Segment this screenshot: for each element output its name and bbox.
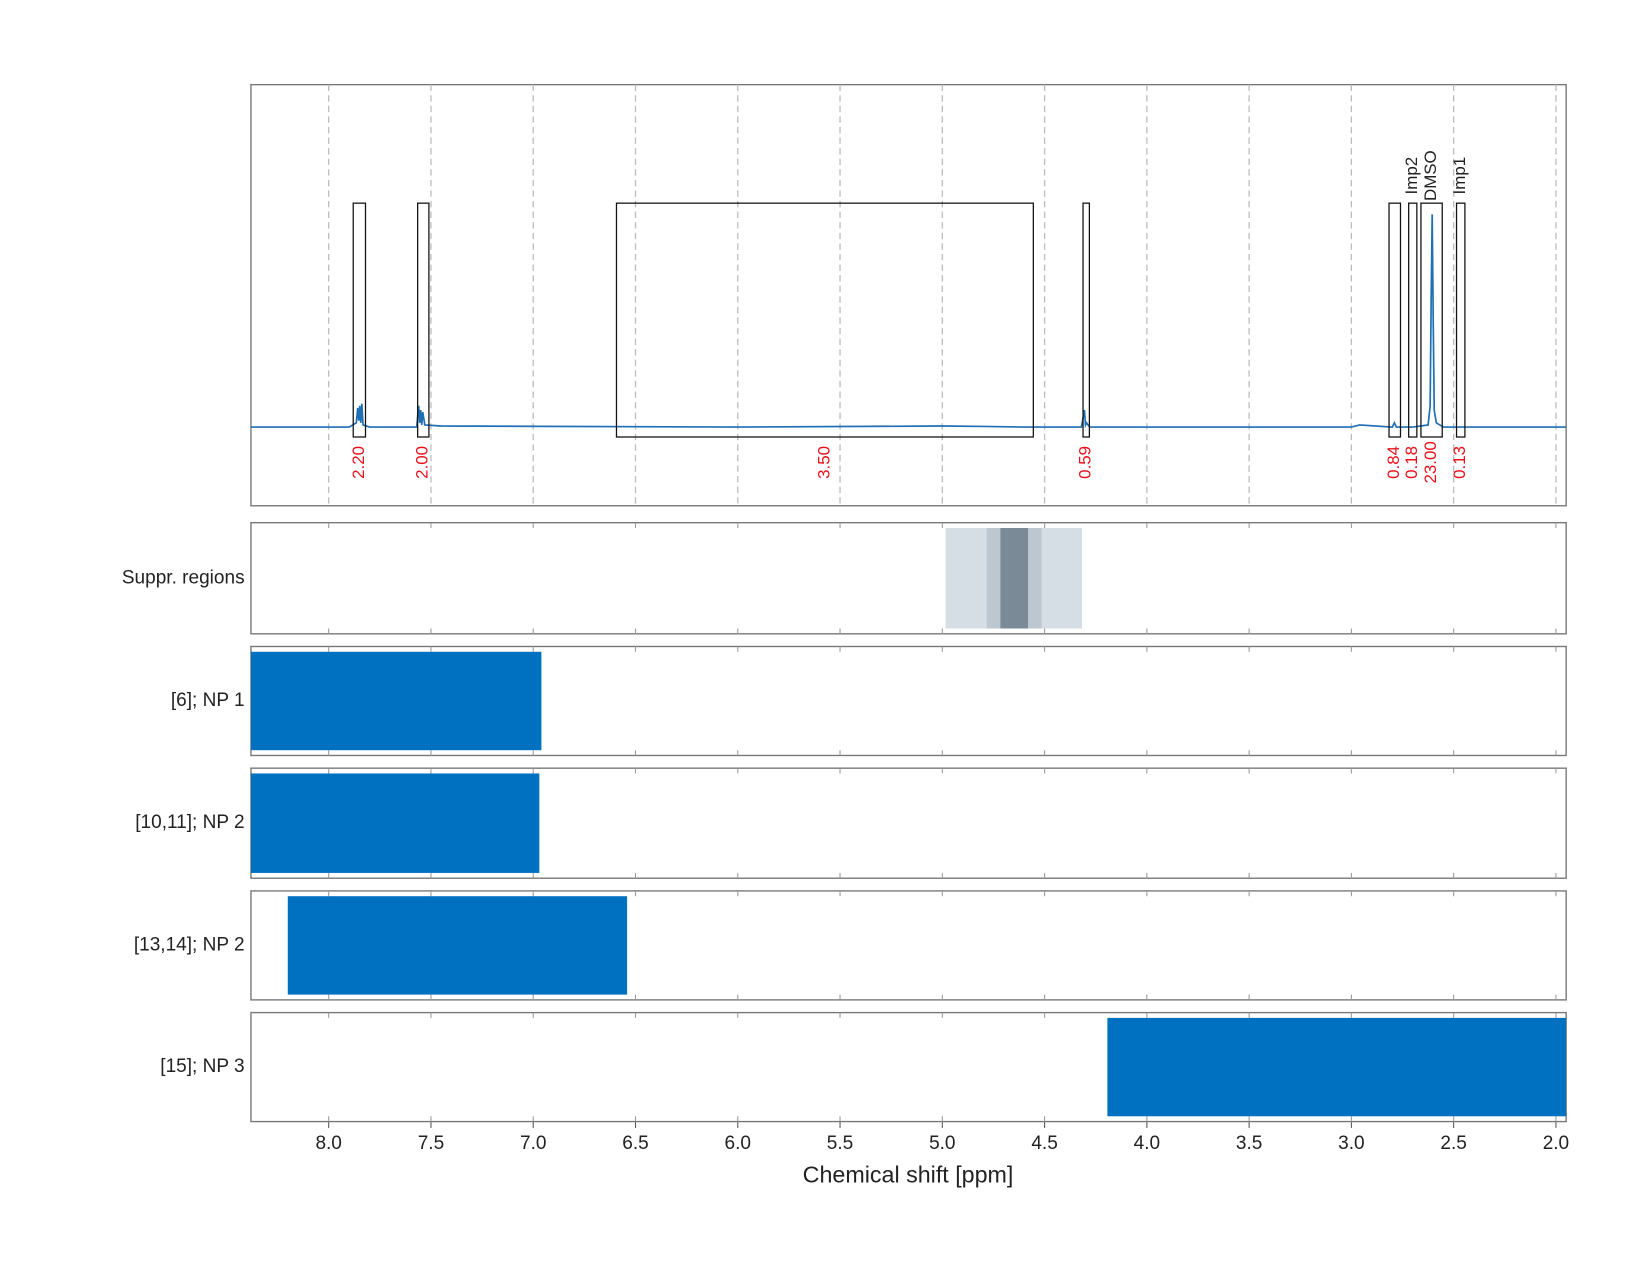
- integration-box: [1420, 202, 1443, 438]
- x-axis-label: Chemical shift [ppm]: [803, 1162, 1014, 1188]
- row-label: [10,11]; NP 2: [135, 812, 244, 833]
- x-tick-label: 3.0: [1338, 1133, 1364, 1154]
- row-label: [15]; NP 3: [160, 1056, 244, 1077]
- x-tick-label: 4.5: [1031, 1133, 1057, 1154]
- region-name: Imp1: [1450, 157, 1469, 195]
- integral-label: 0.18: [1402, 446, 1421, 479]
- row-panel: [250, 890, 1567, 1001]
- integral-label: 2.00: [413, 446, 432, 479]
- suppression-band: [1000, 527, 1029, 629]
- range-bar: [1107, 1017, 1567, 1117]
- integral-label: 23.00: [1421, 441, 1440, 483]
- integral-label: 3.50: [814, 446, 833, 479]
- x-tick-label: 4.0: [1134, 1133, 1160, 1154]
- integral-label: 2.20: [349, 446, 368, 479]
- integration-box: [1082, 202, 1091, 438]
- row-label: Suppr. regions: [122, 567, 245, 588]
- x-tick-label: 6.5: [622, 1133, 648, 1154]
- row-panel: [250, 522, 1567, 635]
- integral-label: 0.13: [1450, 446, 1469, 479]
- integration-box: [1388, 202, 1402, 438]
- row-label: [6]; NP 1: [171, 690, 245, 711]
- region-name: Imp2: [1402, 157, 1421, 195]
- integration-box: [1455, 202, 1466, 438]
- x-tick-label: 5.0: [929, 1133, 955, 1154]
- integration-box: [352, 202, 367, 438]
- x-tick-label: 3.5: [1236, 1133, 1262, 1154]
- integration-box: [615, 202, 1034, 438]
- range-bar: [250, 773, 540, 873]
- spectrum-panel: [250, 83, 1567, 507]
- integral-label: 0.59: [1076, 446, 1095, 479]
- x-tick-label: 7.5: [418, 1133, 444, 1154]
- x-tick-label: 2.5: [1440, 1133, 1466, 1154]
- x-tick-label: 8.0: [315, 1133, 341, 1154]
- range-bar: [287, 896, 628, 995]
- region-name: DMSO: [1421, 150, 1440, 201]
- spectrum-line: [250, 214, 1567, 429]
- x-tick-label: 6.0: [725, 1133, 751, 1154]
- range-bar: [250, 651, 542, 751]
- integration-box: [1408, 202, 1418, 438]
- integration-box: [417, 202, 430, 438]
- integral-label: 0.84: [1384, 446, 1403, 479]
- x-tick-label: 2.0: [1543, 1133, 1569, 1154]
- x-tick-label: 5.5: [827, 1133, 853, 1154]
- row-label: [13,14]; NP 2: [134, 934, 245, 955]
- x-tick-label: 7.0: [520, 1133, 546, 1154]
